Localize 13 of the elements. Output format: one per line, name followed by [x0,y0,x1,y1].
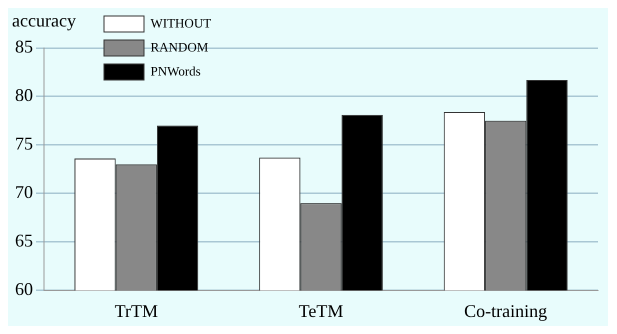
y-tick-label: 85 [15,36,33,57]
x-tick-label: Co-training [464,300,548,321]
legend-label: PNWords [150,63,201,78]
y-axis-title: accuracy [12,10,76,31]
y-tick-label: 80 [15,85,33,106]
y-tick-label: 60 [15,279,33,300]
y-tick-label: 70 [15,182,33,202]
x-tick-label: TeTM [298,300,344,321]
legend-label: RANDOM [150,39,209,54]
y-tick-label: 65 [15,230,33,251]
legend-label: WITHOUT [150,15,212,30]
y-tick-label: 75 [15,134,33,154]
x-tick-label: TrTM [114,300,158,321]
